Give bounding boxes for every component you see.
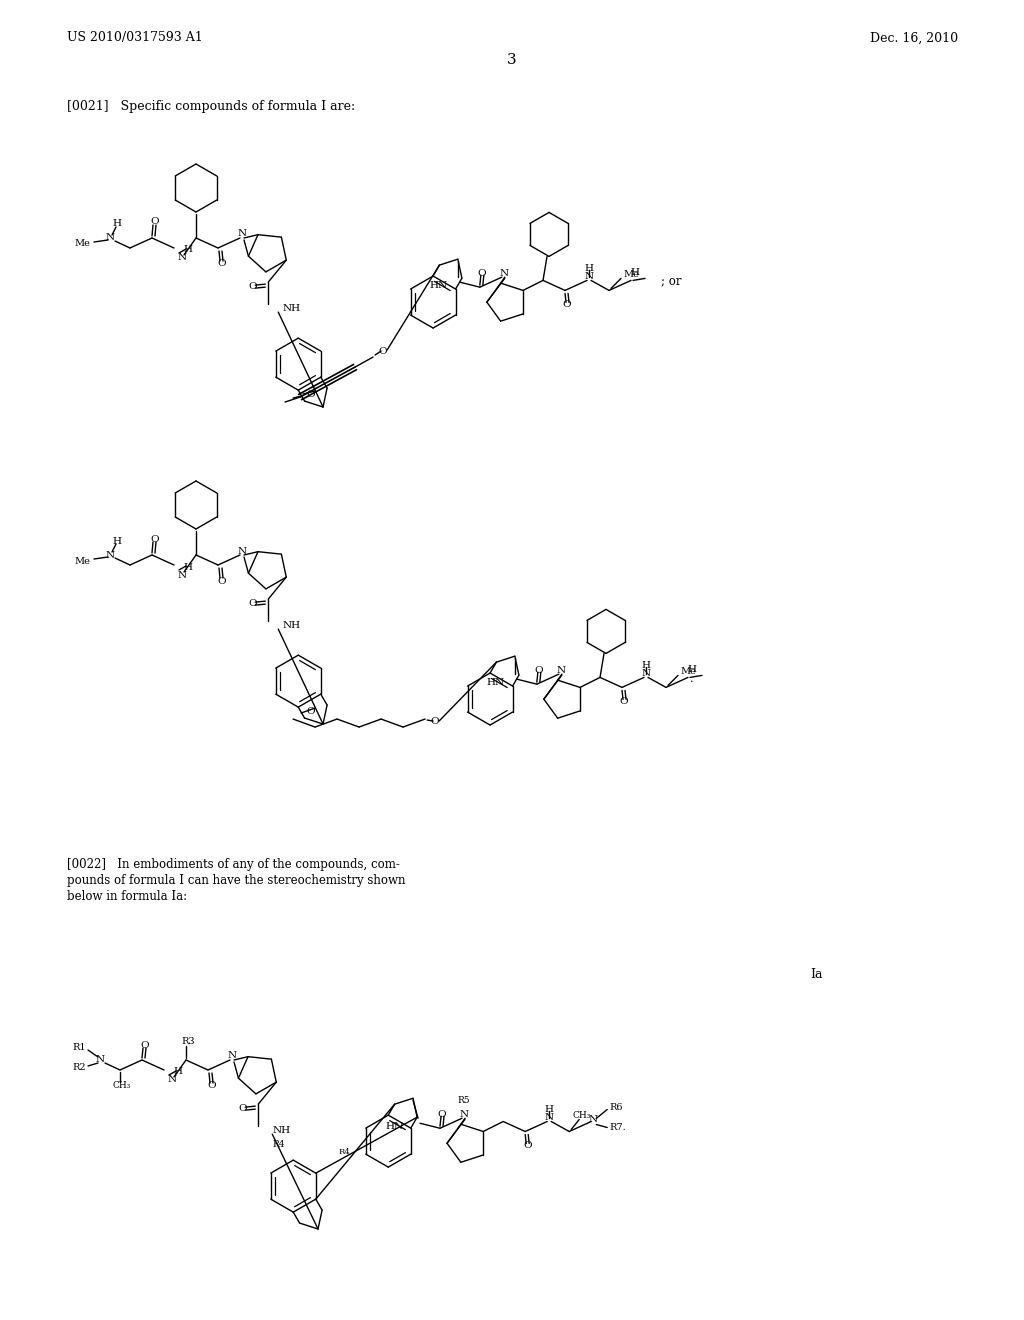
Text: N: N [177, 570, 186, 579]
Text: O: O [620, 697, 629, 706]
Text: N: N [585, 272, 594, 281]
Text: US 2010/0317593 A1: US 2010/0317593 A1 [67, 32, 203, 45]
Text: below in formula Ia:: below in formula Ia: [67, 890, 187, 903]
Text: N: N [460, 1110, 469, 1119]
Text: HN: HN [486, 677, 505, 686]
Text: NH: NH [272, 1126, 291, 1135]
Text: O: O [248, 599, 257, 607]
Text: Ia: Ia [810, 969, 822, 982]
Text: O: O [140, 1040, 150, 1049]
Text: R2: R2 [73, 1064, 86, 1072]
Text: H: H [183, 562, 193, 572]
Text: N: N [105, 550, 115, 560]
Text: N: N [95, 1056, 104, 1064]
Text: H: H [687, 665, 696, 675]
Text: [0021]   Specific compounds of formula I are:: [0021] Specific compounds of formula I a… [67, 100, 355, 114]
Text: O: O [218, 260, 226, 268]
Text: N: N [168, 1076, 176, 1085]
Text: R1: R1 [73, 1044, 86, 1052]
Text: O: O [477, 269, 486, 277]
Text: H: H [113, 536, 122, 545]
Text: Dec. 16, 2010: Dec. 16, 2010 [870, 32, 958, 45]
Text: H: H [641, 661, 650, 671]
Text: N: N [556, 665, 565, 675]
Text: N: N [545, 1113, 554, 1122]
Text: N: N [105, 234, 115, 243]
Text: N: N [177, 253, 186, 263]
Text: O: O [379, 347, 387, 355]
Text: R3: R3 [181, 1038, 195, 1047]
Text: Me: Me [74, 239, 90, 248]
Text: N: N [641, 669, 650, 678]
Text: H: H [173, 1068, 182, 1077]
Text: R5: R5 [458, 1096, 470, 1105]
Text: R4: R4 [272, 1139, 285, 1148]
Text: HN: HN [386, 1122, 404, 1131]
Text: HN: HN [430, 281, 447, 289]
Text: O: O [563, 300, 571, 309]
Text: O: O [151, 535, 160, 544]
Text: Me: Me [623, 269, 639, 279]
Text: O: O [208, 1081, 216, 1090]
Text: R7.: R7. [609, 1123, 626, 1133]
Text: O: O [523, 1140, 531, 1150]
Text: N: N [227, 1052, 237, 1060]
Text: Me: Me [680, 667, 696, 676]
Text: O: O [307, 389, 315, 399]
Text: R6: R6 [609, 1104, 623, 1111]
Text: CH₃: CH₃ [113, 1081, 131, 1090]
Text: N: N [589, 1115, 598, 1125]
Text: .: . [690, 675, 694, 684]
Text: H: H [631, 268, 640, 277]
Text: R4: R4 [338, 1147, 350, 1156]
Text: H: H [183, 246, 193, 255]
Text: O: O [151, 218, 160, 227]
Text: 3: 3 [507, 53, 517, 67]
Text: O: O [431, 717, 439, 726]
Text: NH: NH [283, 304, 300, 313]
Text: [0022]   In embodiments of any of the compounds, com-: [0022] In embodiments of any of the comp… [67, 858, 400, 871]
Text: H: H [113, 219, 122, 228]
Text: Me: Me [74, 557, 90, 565]
Text: ; or: ; or [662, 275, 682, 286]
Text: H: H [545, 1105, 554, 1114]
Text: N: N [238, 546, 247, 556]
Text: O: O [248, 281, 257, 290]
Text: H: H [585, 264, 594, 273]
Text: pounds of formula I can have the stereochemistry shown: pounds of formula I can have the stereoc… [67, 874, 406, 887]
Text: O: O [238, 1104, 247, 1113]
Text: N: N [500, 269, 508, 277]
Text: O: O [218, 577, 226, 586]
Text: NH: NH [283, 620, 300, 630]
Text: N: N [238, 230, 247, 239]
Text: CH₃: CH₃ [572, 1111, 591, 1119]
Text: O: O [307, 706, 315, 715]
Text: O: O [437, 1110, 446, 1119]
Text: O: O [535, 665, 543, 675]
